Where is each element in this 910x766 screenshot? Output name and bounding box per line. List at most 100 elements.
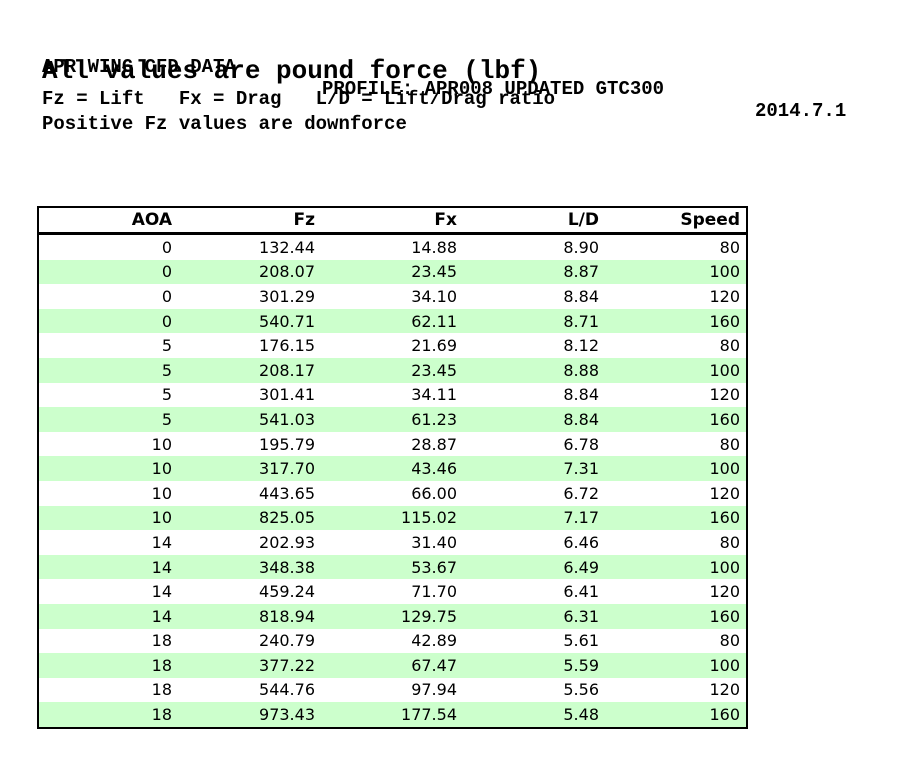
table-row: 18 544.76 97.94 5.56 120 — [38, 677, 747, 703]
table-cell: 10 — [38, 480, 178, 506]
table-cell: 301.41 — [178, 382, 321, 408]
table-cell: 18 — [38, 702, 178, 728]
table-cell: 176.15 — [178, 333, 321, 358]
table-cell: 71.70 — [321, 579, 463, 604]
table-cell: 100 — [605, 653, 747, 678]
column-header-fx: Fx — [321, 207, 463, 235]
table-cell: 10 — [38, 505, 178, 531]
table-cell: 18 — [38, 628, 178, 654]
table-cell: 42.89 — [321, 628, 463, 654]
table-cell: 208.07 — [178, 259, 321, 285]
column-header-aoa: AOA — [38, 207, 178, 235]
table-cell: 53.67 — [321, 554, 463, 580]
table-row: 5 208.17 23.45 8.88 100 — [38, 357, 747, 383]
table-body: 0 132.44 14.88 8.90 80 0 208.07 23.45 8.87 100 0 30… — [38, 233, 747, 728]
table-cell: 10 — [38, 456, 178, 481]
table-cell: 80 — [605, 233, 747, 260]
table-cell: 129.75 — [321, 603, 463, 629]
table-cell: 8.84 — [463, 407, 605, 432]
table-cell: 544.76 — [178, 677, 321, 703]
table-cell: 317.70 — [178, 456, 321, 481]
table-cell: 5 — [38, 357, 178, 383]
table-row: 10 825.05 115.02 7.17 160 — [38, 505, 747, 531]
table-cell: 28.87 — [321, 431, 463, 457]
table-cell: 43.46 — [321, 456, 463, 481]
table-row: 18 377.22 67.47 5.59 100 — [38, 653, 747, 678]
table-cell: 61.23 — [321, 407, 463, 432]
table-cell: 8.71 — [463, 308, 605, 334]
table-cell: 160 — [605, 702, 747, 728]
table-cell: 7.31 — [463, 456, 605, 481]
table-cell: 160 — [605, 407, 747, 432]
table-row: 0 132.44 14.88 8.90 80 — [38, 233, 747, 260]
table-row: 5 541.03 61.23 8.84 160 — [38, 407, 747, 432]
table-cell: 14 — [38, 530, 178, 555]
table-cell: 240.79 — [178, 628, 321, 654]
table-cell: 66.00 — [321, 480, 463, 506]
table-cell: 10 — [38, 431, 178, 457]
column-header-ld: L/D — [463, 207, 605, 235]
table-cell: 14 — [38, 554, 178, 580]
table-row: 5 176.15 21.69 8.12 80 — [38, 333, 747, 358]
column-header-speed: Speed — [605, 207, 747, 235]
table-cell: 0 — [38, 284, 178, 309]
table-cell: 6.31 — [463, 603, 605, 629]
table-row: 10 443.65 66.00 6.72 120 — [38, 480, 747, 506]
table-cell: 67.47 — [321, 653, 463, 678]
table-cell: 377.22 — [178, 653, 321, 678]
table-cell: 120 — [605, 284, 747, 309]
table-cell: 8.90 — [463, 233, 605, 260]
table-cell: 177.54 — [321, 702, 463, 728]
table-cell: 5.48 — [463, 702, 605, 728]
table-cell: 5 — [38, 333, 178, 358]
table-cell: 202.93 — [178, 530, 321, 555]
table-cell: 115.02 — [321, 505, 463, 531]
table-cell: 160 — [605, 505, 747, 531]
table-cell: 195.79 — [178, 431, 321, 457]
table-cell: 34.10 — [321, 284, 463, 309]
table-cell: 8.87 — [463, 259, 605, 285]
table-cell: 120 — [605, 677, 747, 703]
table-cell: 301.29 — [178, 284, 321, 309]
table-cell: 132.44 — [178, 233, 321, 260]
table-row: 0 540.71 62.11 8.71 160 — [38, 308, 747, 334]
table-cell: 14 — [38, 579, 178, 604]
table-row: 14 818.94 129.75 6.31 160 — [38, 603, 747, 629]
table-cell: 825.05 — [178, 505, 321, 531]
table-cell: 34.11 — [321, 382, 463, 408]
table-header: AOA Fz Fx L/D Speed — [38, 207, 747, 235]
table-cell: 8.84 — [463, 382, 605, 408]
table-cell: 5.59 — [463, 653, 605, 678]
table-cell: 14 — [38, 603, 178, 629]
table-cell: 8.84 — [463, 284, 605, 309]
symbol-legend: Fz = Lift Fx = Drag L/D = Lift/Drag rati… — [42, 88, 556, 110]
table-cell: 6.78 — [463, 431, 605, 457]
table-cell: 120 — [605, 579, 747, 604]
document-title: APR WING CFD DATA — [42, 56, 236, 78]
table-row: 14 348.38 53.67 6.49 100 — [38, 554, 747, 580]
profile-label: PROFILE: APR008 UPDATED GTC300 — [322, 78, 665, 100]
table-cell: 973.43 — [178, 702, 321, 728]
table-row: 0 301.29 34.10 8.84 120 — [38, 284, 747, 309]
table-cell: 5.56 — [463, 677, 605, 703]
table-cell: 100 — [605, 554, 747, 580]
column-header-fz: Fz — [178, 207, 321, 235]
document-title-line: APR WING CFD DATA PROFILE: APR008 UPDATE… — [42, 34, 872, 122]
table-row: 10 317.70 43.46 7.31 100 — [38, 456, 747, 481]
table-row: 14 202.93 31.40 6.46 80 — [38, 530, 747, 555]
table-cell: 23.45 — [321, 259, 463, 285]
cfd-results-table: AOA Fz Fx L/D Speed 0 132.44 14.88 8.90 80 0 2… — [37, 206, 748, 729]
table-cell: 8.88 — [463, 357, 605, 383]
table-cell: 208.17 — [178, 357, 321, 383]
downforce-note: Positive Fz values are downforce — [42, 113, 407, 135]
table-cell: 348.38 — [178, 554, 321, 580]
table-cell: 5 — [38, 407, 178, 432]
units-subtitle: All values are pound force (lbf) — [42, 56, 542, 86]
table-cell: 100 — [605, 456, 747, 481]
table-cell: 100 — [605, 259, 747, 285]
table-cell: 6.72 — [463, 480, 605, 506]
table-cell: 443.65 — [178, 480, 321, 506]
table-cell: 8.12 — [463, 333, 605, 358]
table-cell: 100 — [605, 357, 747, 383]
